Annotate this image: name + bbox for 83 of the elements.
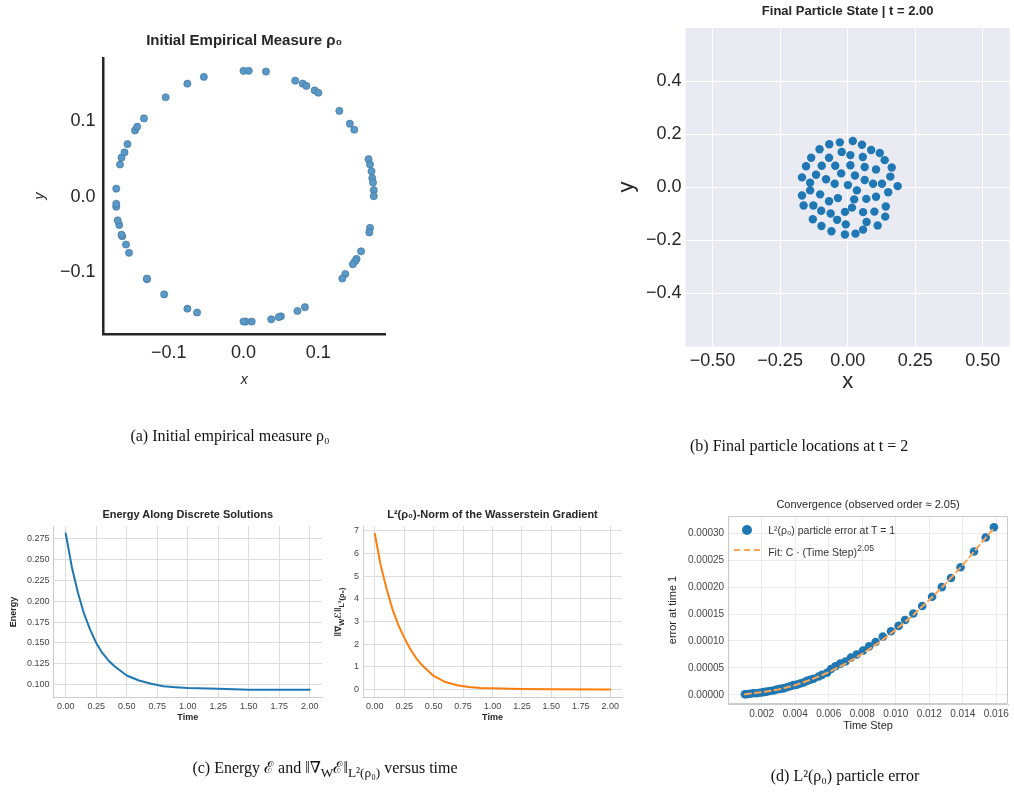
y-tick-label: 0.0 [656,176,682,197]
chart-title: Convergence (observed order ≈ 2.05) [775,498,961,511]
x-tick-label: 1.50 [542,701,561,712]
y-tick-label: −0.4 [645,282,682,303]
y-axis-title: y [31,192,48,200]
y-tick-label: 0.0 [70,185,96,206]
x-tick-label: 0.00 [366,701,384,712]
x-tick-label: 1.75 [572,701,590,712]
x-tick-label: 0.1 [305,342,331,363]
x-tick-label: 1.50 [240,701,258,712]
x-axis-title: Time Step [842,719,894,732]
y-tick-label: −0.2 [645,229,682,250]
x-tick-label: 0.75 [148,701,167,712]
x-tick-label: 0.50 [117,701,136,712]
x-tick-label: 0.006 [816,707,842,719]
y-tick-label: 5 [353,570,360,581]
x-tick-label: 0.25 [395,701,413,712]
y-tick-label: 0.00010 [687,634,725,646]
y-tick-label: −0.1 [59,261,96,282]
y-tick-label: 3 [353,616,360,627]
x-tick-label: 0.0 [231,342,257,363]
y-tick-label: 0.275 [26,533,50,544]
text: (c) Energy ℰ and ‖∇$_{W}$ℰ‖$_{L²(ρ₀)}$ versus time [191,758,459,782]
y-axis-title: error at time 1 [665,575,679,645]
y-tick-label: 0.150 [26,637,50,648]
x-tick-label: 1.75 [270,701,289,712]
y-tick-label: 4 [353,593,360,604]
y-tick-label: 2 [353,638,360,649]
x-tick-label: 2.00 [601,701,619,712]
x-tick-label: 1.00 [483,701,502,712]
x-tick-label: 0.00 [56,701,75,712]
x-axis-title: Time [176,711,200,723]
y-tick-label: 1 [353,661,360,672]
x-tick-label: 0.016 [983,707,1010,719]
text: (a) Initial empirical measure ρ₀ [129,426,331,447]
x-tick-label: 0.010 [883,707,909,719]
text: (b) Final particle locations at t = 2 [690,436,910,457]
chart-title: Energy Along Discrete Solutions [101,508,275,521]
y-tick-label: 0.2 [656,123,682,144]
legend-label: Fit: C · (Time Step)$^{2.05}$ [768,542,875,558]
y-tick-label: 0.00000 [687,688,725,700]
x-tick-label: 0.75 [454,701,472,712]
y-tick-label: 0.1 [70,110,96,131]
y-tick-label: 0.175 [26,616,50,627]
chart-title: L²(ρ₀)-Norm of the Wasserstein Gradient [386,508,599,521]
y-tick-label: 0.4 [656,70,682,91]
x-tick-label: −0.1 [150,342,187,363]
chart-title: Final Particle State | t = 2.00 [760,3,935,19]
y-tick-label: 0.225 [26,574,50,585]
x-axis-title: x [239,370,249,387]
x-tick-label: 0.25 [87,701,105,712]
y-tick-label: 0.250 [26,553,50,564]
y-tick-label: 0.00005 [687,661,725,673]
x-tick-label: 2.00 [301,701,319,712]
x-tick-label: 0.50 [424,701,443,712]
y-axis-title: y [612,181,639,193]
x-tick-label: 0.25 [897,350,933,371]
y-tick-label: 0.200 [26,595,50,606]
y-tick-label: 0.00030 [687,526,725,538]
y-tick-label: 0.00020 [687,580,725,592]
y-tick-label: 6 [353,548,360,559]
text: (d) L²(ρ₀) particle error [769,766,921,787]
x-axis-title: Time [481,711,504,723]
y-tick-label: 7 [353,525,360,536]
y-tick-label: 0 [353,683,360,694]
x-tick-label: 0.002 [749,707,775,719]
legend-label: L²(ρ₀) particle error at T = 1 [768,524,896,536]
x-tick-label: 1.25 [209,701,228,712]
y-axis-title: Energy [8,596,19,627]
x-tick-label: 1.00 [179,701,197,712]
x-tick-label: −0.50 [689,350,736,371]
y-tick-label: 0.125 [26,658,50,669]
x-tick-label: 0.004 [782,707,809,719]
x-tick-label: 1.25 [513,701,531,712]
y-tick-label: 0.100 [26,679,50,690]
y-tick-label: 0.00025 [687,553,725,565]
x-tick-label: 0.014 [950,707,976,719]
x-tick-label: −0.25 [757,350,803,371]
y-tick-label: 0.00015 [687,607,725,619]
x-tick-label: 0.008 [849,707,876,719]
x-tick-label: 0.012 [916,707,943,719]
x-tick-label: 0.50 [965,350,1001,371]
chart-title: Initial Empirical Measure ρ₀ [145,31,344,49]
